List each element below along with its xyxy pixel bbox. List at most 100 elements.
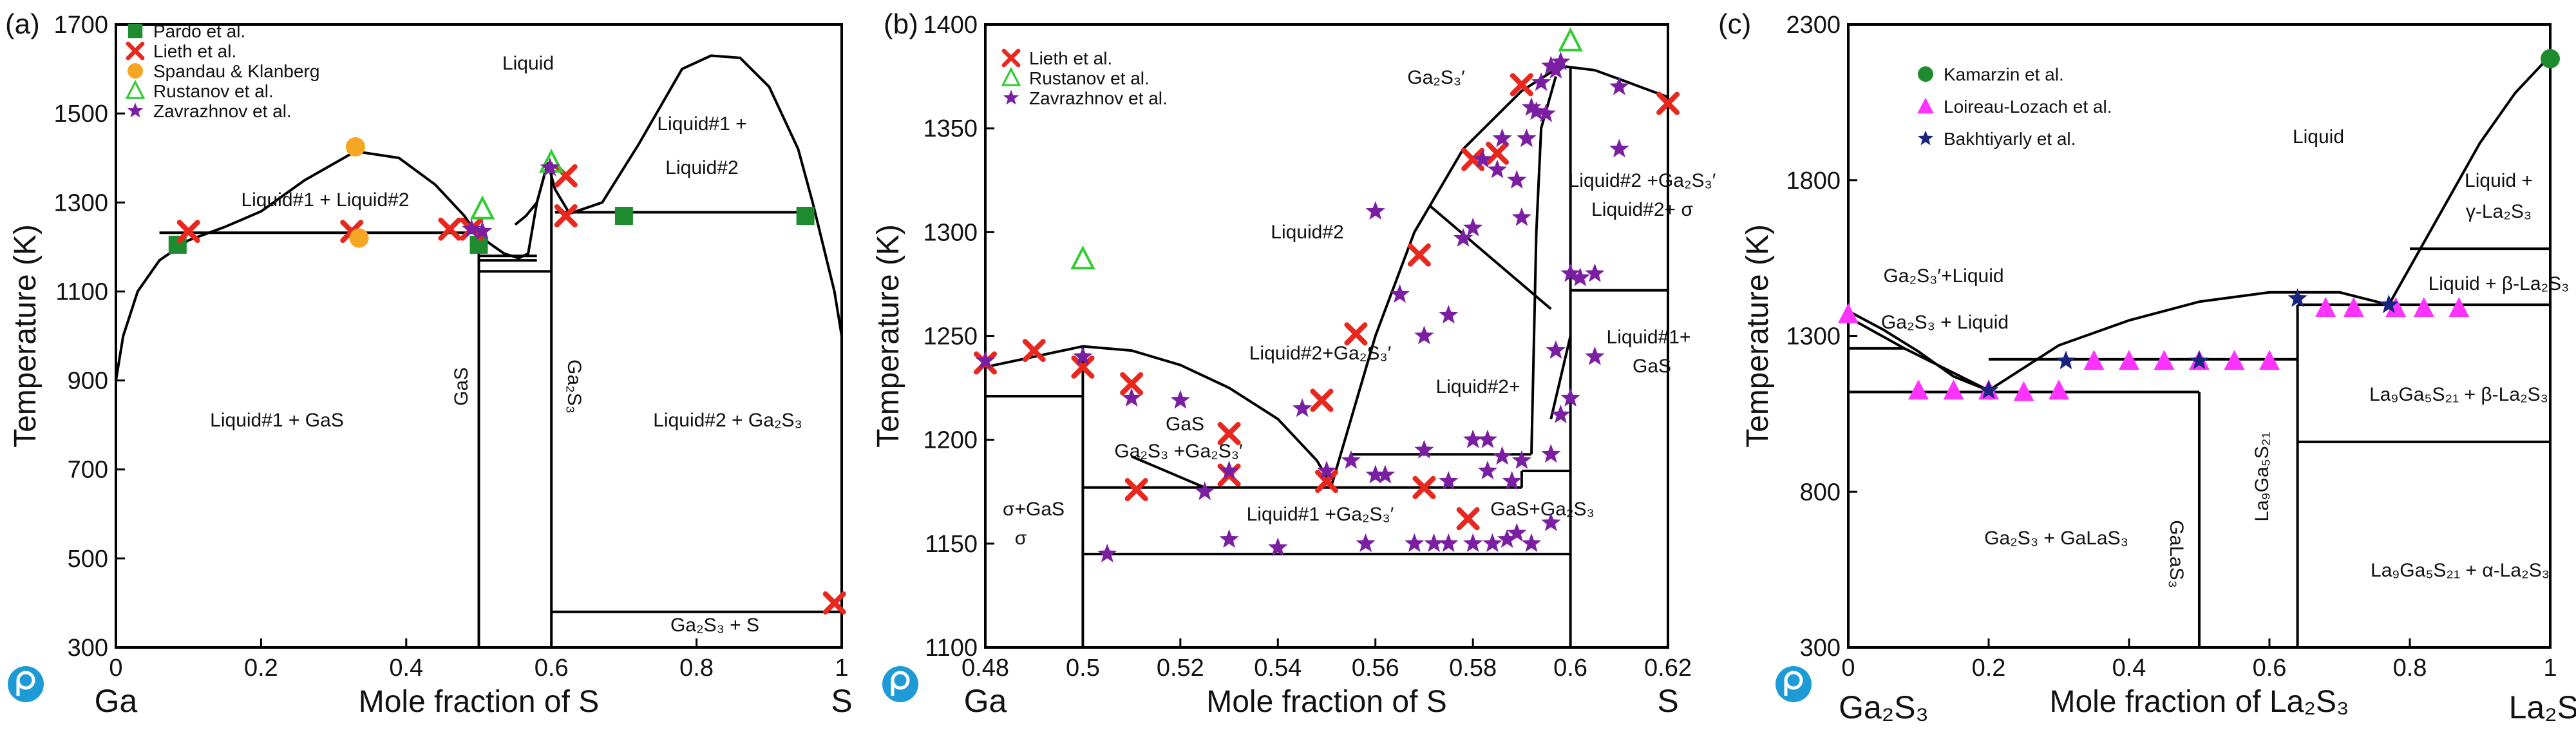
data-point bbox=[1219, 461, 1239, 479]
data-point bbox=[127, 102, 144, 118]
panel-1: 0 0.2 0.4 0.6 0.8 130050070090011001300150017… bbox=[5, 8, 853, 719]
data-point bbox=[1341, 450, 1361, 469]
y-tick-label: 1350 bbox=[923, 115, 978, 142]
data-point bbox=[1405, 533, 1425, 552]
phase-region-label: σ bbox=[1015, 528, 1027, 549]
data-point bbox=[1217, 421, 1241, 445]
legend-entry: Lieth et al. bbox=[1029, 48, 1112, 68]
phase-boundary bbox=[1549, 336, 1572, 419]
legend-marker bbox=[125, 79, 146, 99]
data-point bbox=[1487, 159, 1508, 178]
legend-entry: Zavrazhnov et al. bbox=[1029, 88, 1168, 108]
data-point bbox=[1071, 355, 1095, 379]
legend-marker bbox=[1918, 66, 1933, 82]
data-point bbox=[1268, 537, 1288, 557]
data-point-stroke bbox=[822, 591, 846, 615]
series-rustanov-et-al- bbox=[1070, 27, 1583, 270]
x-tick-label: 0.62 bbox=[1644, 655, 1692, 682]
x-axis-label: Mole fraction of S bbox=[359, 685, 600, 719]
y-tick-label: 300 bbox=[1800, 635, 1841, 662]
data-point bbox=[1365, 464, 1385, 484]
data-point bbox=[2083, 350, 2105, 370]
data-point bbox=[1310, 388, 1334, 412]
data-point bbox=[1292, 398, 1312, 417]
data-point bbox=[1838, 303, 1859, 323]
series-bakhtiyarly-et-al- bbox=[1978, 288, 2399, 399]
right-element-label: La₂S₃ bbox=[2509, 689, 2576, 725]
phase-boundary bbox=[546, 54, 842, 336]
phase-boundary bbox=[116, 149, 480, 381]
phase-boundary bbox=[985, 345, 1333, 486]
x-tick-label: 0.6 bbox=[1553, 655, 1587, 682]
data-point bbox=[2259, 350, 2280, 370]
legend-marker bbox=[126, 41, 145, 61]
data-point bbox=[1439, 471, 1459, 490]
phase-region-label: Liquid#2 +Ga₂S₃′ bbox=[1569, 170, 1716, 191]
data-point bbox=[1414, 325, 1434, 345]
left-element-label: Ga bbox=[964, 683, 1007, 719]
phase-boundary bbox=[1131, 455, 1206, 489]
data-point bbox=[2385, 296, 2407, 317]
phase-region-label: Ga₂S₃ bbox=[564, 359, 585, 414]
data-point bbox=[1492, 128, 1512, 148]
legend-entry: Rustanov et al. bbox=[153, 81, 274, 101]
data-point bbox=[1124, 478, 1148, 502]
y-tick-label: 1800 bbox=[1786, 168, 1841, 195]
data-point bbox=[1486, 141, 1509, 165]
data-point bbox=[1456, 507, 1480, 531]
data-point bbox=[2013, 381, 2034, 401]
y-tick-label: 1300 bbox=[53, 189, 108, 216]
data-point bbox=[1439, 305, 1459, 324]
legend: Pardo et al.Lieth et al.Spandau & Klanbe… bbox=[125, 21, 319, 121]
phase-region-label: Liquid#2 bbox=[1271, 222, 1343, 243]
data-point bbox=[1390, 284, 1410, 303]
data-point bbox=[1097, 544, 1117, 562]
data-point bbox=[126, 41, 145, 61]
data-point bbox=[1551, 405, 1571, 423]
x-axis-label: Mole fraction of S bbox=[1206, 685, 1447, 719]
data-point bbox=[1502, 471, 1522, 490]
legend-marker bbox=[128, 23, 143, 39]
data-point bbox=[1585, 346, 1605, 365]
phase-region-label: Liquid#1 + GaS bbox=[210, 410, 344, 431]
y-tick-label: 1700 bbox=[53, 12, 108, 39]
data-point bbox=[438, 217, 462, 241]
data-point bbox=[1315, 470, 1338, 493]
x-tick-label: 0.2 bbox=[244, 655, 278, 682]
data-point bbox=[2343, 296, 2364, 317]
x-tick-label: 0.6 bbox=[535, 655, 569, 682]
phase-region-label: Liquid#2 + Ga₂S₃ bbox=[653, 410, 802, 431]
data-point bbox=[1463, 429, 1483, 448]
phase-boundary bbox=[514, 162, 549, 226]
legend-marker bbox=[127, 102, 144, 118]
y-tick-label: 1300 bbox=[923, 219, 978, 246]
data-point bbox=[1407, 243, 1431, 267]
legend-marker bbox=[1917, 97, 1934, 114]
y-tick-label: 1100 bbox=[925, 635, 978, 662]
data-point bbox=[2315, 296, 2336, 317]
data-point bbox=[1560, 388, 1580, 407]
data-point-stroke bbox=[1412, 475, 1436, 499]
data-point bbox=[822, 591, 846, 615]
data-point-stroke bbox=[1217, 421, 1241, 445]
phase-region-label: GaS bbox=[451, 367, 472, 406]
data-point-stroke bbox=[1344, 322, 1368, 346]
left-element-label: Ga₂S₃ bbox=[1839, 689, 1929, 725]
phase-lines bbox=[1848, 55, 2550, 647]
data-point bbox=[1558, 27, 1583, 52]
data-point bbox=[1477, 461, 1498, 479]
legend-marker bbox=[1001, 66, 1021, 86]
phase-boundary bbox=[1330, 64, 1668, 486]
x-tick-label: 0.5 bbox=[1066, 655, 1100, 682]
legend-entry: Zavrazhnov et al. bbox=[153, 101, 292, 121]
data-point bbox=[1511, 207, 1532, 226]
data-point bbox=[1560, 263, 1580, 282]
x-tick-label: 1 bbox=[835, 655, 848, 682]
data-point bbox=[1585, 263, 1605, 282]
phase-region-label: γ-La₂S₃ bbox=[2466, 201, 2532, 222]
y-tick-label: 1100 bbox=[55, 278, 108, 305]
data-point bbox=[2224, 350, 2245, 370]
data-point bbox=[2189, 350, 2210, 370]
x-tick-label: 0.4 bbox=[2112, 655, 2146, 682]
